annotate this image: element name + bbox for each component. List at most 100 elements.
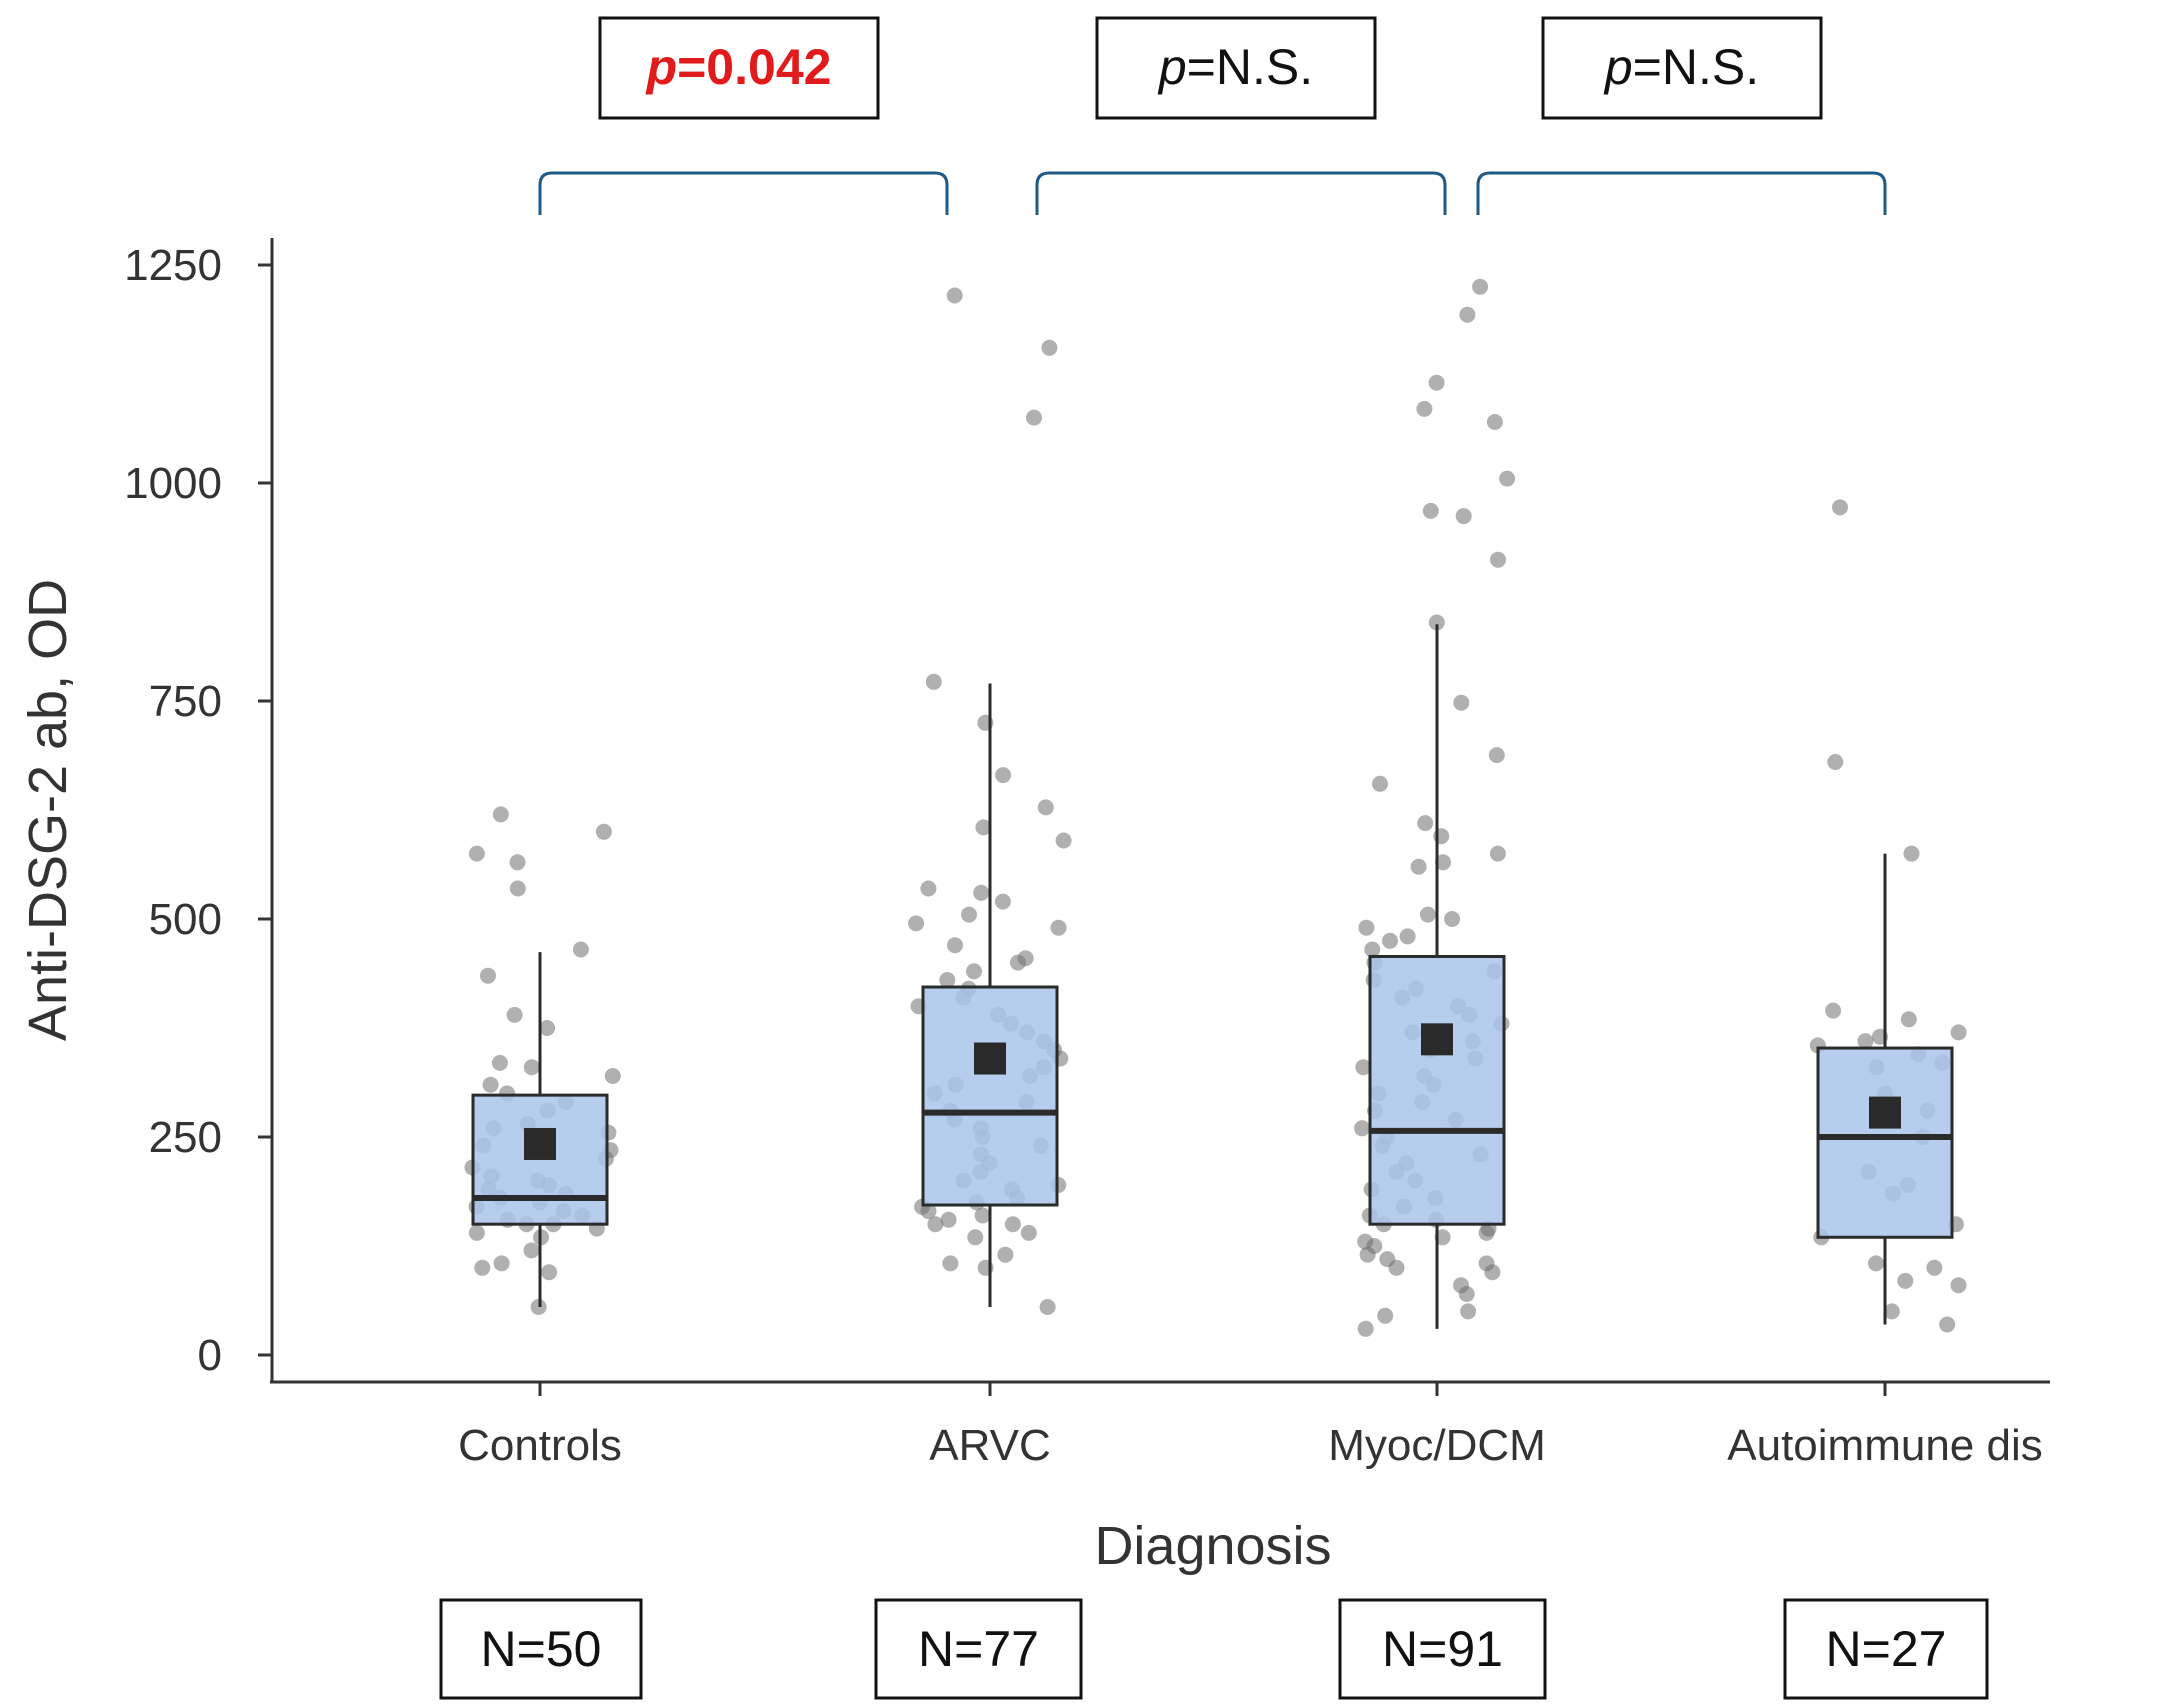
data-point <box>1459 306 1476 323</box>
comparison-bracket <box>538 171 949 215</box>
data-point <box>1417 815 1434 832</box>
data-point <box>942 1255 959 1272</box>
mean-marker <box>974 1042 1006 1075</box>
data-point <box>1444 911 1461 927</box>
data-point <box>967 1229 984 1246</box>
data-point <box>908 915 925 932</box>
data-point <box>595 823 612 840</box>
y-ticks: 0 250 500 750 1000 1250 <box>124 241 272 1380</box>
data-point <box>1832 499 1848 516</box>
iqr-box <box>1368 954 1506 1226</box>
data-point <box>1364 941 1381 958</box>
data-point <box>1900 1011 1917 1028</box>
data-point <box>975 819 992 836</box>
data-point <box>1868 1255 1884 1272</box>
data-point <box>539 1020 556 1036</box>
sample-size-box <box>1338 1598 1547 1700</box>
data-point <box>1939 1316 1956 1333</box>
data-point <box>1026 409 1042 426</box>
data-point <box>1434 1229 1451 1246</box>
data-point <box>1399 928 1416 945</box>
data-point <box>523 1242 540 1259</box>
data-point <box>1883 1303 1900 1320</box>
sample-size-box <box>439 1598 643 1700</box>
data-point <box>973 884 990 901</box>
data-point <box>480 967 496 984</box>
data-point <box>1004 1216 1021 1233</box>
p-value-box <box>598 16 880 120</box>
data-point <box>920 880 937 897</box>
sample-size-box <box>1783 1598 1989 1700</box>
data-point <box>1453 1277 1469 1294</box>
data-point <box>1020 1224 1037 1241</box>
data-point <box>1857 1033 1874 1050</box>
data-point <box>1039 1299 1056 1315</box>
data-point <box>947 937 963 954</box>
x-categories: Controls ARVC Myoc/DCM Autoimmune dis <box>458 1382 2043 1470</box>
p-value-label: p=N.S. <box>1157 39 1313 95</box>
data-point <box>1460 1303 1477 1320</box>
data-point <box>1355 1059 1372 1076</box>
data-point <box>1453 694 1470 711</box>
data-point <box>1377 1307 1394 1324</box>
data-point <box>509 880 526 897</box>
data-point <box>1357 1320 1374 1337</box>
sample-size-box <box>874 1598 1083 1700</box>
data-point <box>1419 906 1436 923</box>
data-point <box>541 1264 558 1281</box>
data-point <box>1017 950 1034 967</box>
data-point <box>961 906 977 923</box>
data-point <box>1950 1024 1967 1041</box>
data-point <box>997 1246 1014 1263</box>
y-tick-label: 1000 <box>124 459 222 508</box>
data-point <box>474 1259 491 1276</box>
data-point <box>966 963 982 980</box>
data-point <box>1489 845 1506 862</box>
data-point <box>1041 339 1058 356</box>
sample-size-label: N=77 <box>918 1621 1039 1677</box>
data-point <box>1422 502 1439 519</box>
data-point <box>1435 854 1451 871</box>
data-point <box>1926 1259 1943 1276</box>
x-category-label: Myoc/DCM <box>1328 1421 1546 1470</box>
data-point <box>1428 374 1445 391</box>
y-tick-label: 250 <box>149 1113 222 1162</box>
axes <box>270 238 2050 1384</box>
data-point <box>946 287 963 304</box>
data-point <box>1410 858 1427 875</box>
data-point <box>1490 551 1506 568</box>
data-point <box>1455 508 1472 525</box>
data-point <box>1472 278 1489 295</box>
data-point <box>1358 919 1375 936</box>
data-point <box>604 1068 621 1084</box>
x-axis-title: Diagnosis <box>1094 1516 1331 1576</box>
comparison-bracket <box>1035 171 1447 215</box>
data-point <box>1416 400 1433 417</box>
data-point <box>1037 799 1054 816</box>
data-point <box>1379 1251 1396 1268</box>
data-point <box>925 673 942 690</box>
sample-size-boxes: N=50 N=77 N=91 N=27 <box>439 1598 1989 1700</box>
iqr-box <box>921 985 1059 1207</box>
data-point <box>1055 832 1072 849</box>
y-tick-label: 500 <box>149 895 222 944</box>
p-value-box <box>1541 16 1823 120</box>
comparison-bracket <box>1476 171 1887 215</box>
p-value-label: p=0.042 <box>645 39 832 95</box>
data-point <box>1488 747 1505 764</box>
data-point <box>1382 932 1398 949</box>
sample-size-label: N=91 <box>1382 1621 1503 1677</box>
data-point <box>1903 845 1920 862</box>
mean-marker <box>524 1127 556 1160</box>
x-category-label: Controls <box>458 1421 622 1470</box>
y-tick-label: 750 <box>149 677 222 726</box>
data-point <box>523 1059 540 1076</box>
mean-marker <box>1421 1023 1453 1056</box>
data-point <box>939 972 956 988</box>
data-point <box>491 1054 508 1071</box>
y-axis-title: Anti-DSG-2 ab, OD <box>18 579 78 1041</box>
data-point <box>1486 414 1503 430</box>
data-point <box>1428 614 1445 631</box>
y-tick-label: 0 <box>198 1331 222 1380</box>
